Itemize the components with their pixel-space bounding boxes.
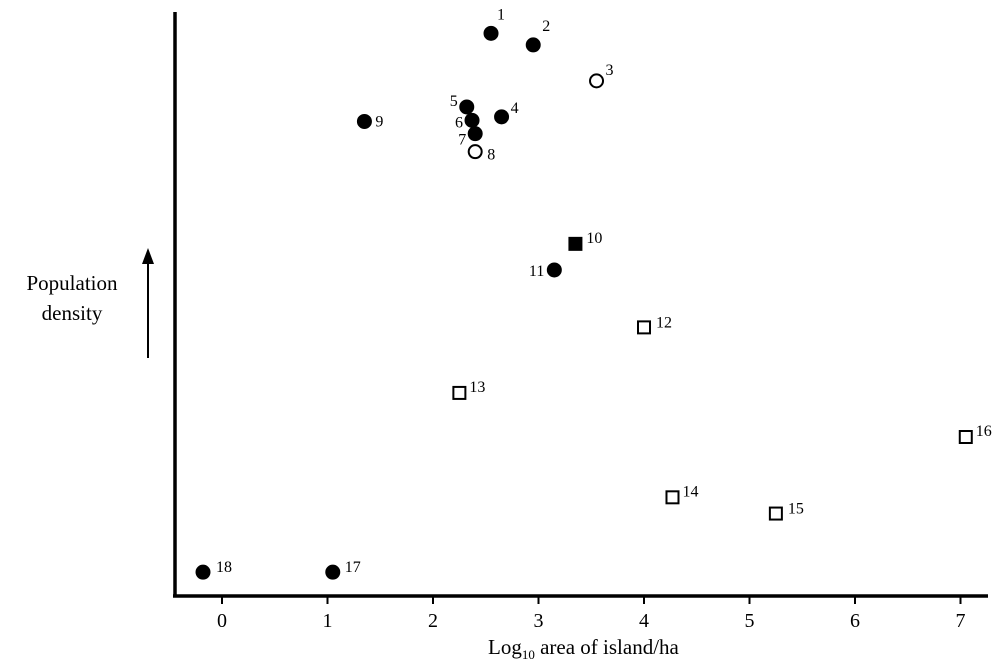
data-point-label: 5 (450, 93, 458, 110)
x-tick-label: 5 (745, 610, 755, 632)
data-point-open-square (452, 385, 467, 400)
data-point-filled-circle (325, 564, 341, 580)
x-axis-label-suffix: area of island/ha (534, 635, 679, 659)
x-tick-label: 4 (639, 610, 649, 632)
data-point-label: 14 (682, 483, 698, 500)
x-tick-label: 2 (428, 610, 438, 632)
data-point-label: 8 (487, 147, 495, 164)
data-point-label: 11 (529, 263, 544, 280)
data-point-label: 4 (511, 100, 519, 117)
data-point-label: 3 (606, 62, 614, 79)
density-arrow-head (142, 248, 154, 264)
x-tick-label: 1 (323, 610, 333, 632)
data-point-label: 6 (455, 114, 463, 131)
data-point-filled-circle (483, 25, 499, 41)
data-point-filled-circle (546, 262, 562, 278)
data-point-label: 16 (976, 423, 992, 440)
data-point-filled-circle (525, 37, 541, 53)
y-axis-label: Population density (8, 268, 136, 328)
data-point-open-square (768, 506, 783, 521)
x-tick-label: 0 (217, 610, 227, 632)
data-point-label: 10 (586, 230, 602, 247)
data-point-open-square (637, 320, 651, 335)
data-point-label: 13 (469, 379, 485, 396)
data-point-filled-circle (356, 113, 372, 129)
x-tick-label: 6 (850, 610, 860, 632)
x-axis-label-subscript: 10 (521, 647, 535, 663)
data-point-label: 2 (542, 18, 550, 35)
x-ticks: 0 1 2 3 4 5 6 7 (217, 596, 966, 632)
data-point-filled-square (568, 236, 583, 251)
data-point-open-circle (589, 73, 605, 89)
x-axis-label-prefix: Log (488, 635, 522, 659)
data-point-filled-circle (195, 564, 211, 580)
data-point-label: 18 (216, 559, 232, 576)
data-point-label: 15 (788, 501, 804, 518)
data-point-label: 9 (375, 113, 383, 130)
data-point-label: 7 (458, 132, 466, 149)
data-point-label: 17 (345, 559, 361, 576)
x-axis-label: Log10 area of island/ha (488, 635, 679, 663)
data-point-label: 1 (497, 6, 505, 23)
x-tick-label: 7 (956, 610, 966, 632)
data-point-filled-circle (494, 109, 510, 125)
data-point-label: 12 (656, 314, 672, 331)
data-point-filled-circle (467, 126, 483, 142)
data-point-filled-circle (459, 99, 475, 115)
data-point-open-square (665, 490, 680, 505)
data-point-open-square (958, 430, 973, 444)
x-tick-label: 3 (534, 610, 544, 632)
data-point-open-circle (467, 144, 483, 160)
y-axis-label-line1: Population (26, 271, 118, 295)
y-axis-label-line2: density (41, 301, 103, 325)
data-point-filled-circle (464, 112, 480, 128)
